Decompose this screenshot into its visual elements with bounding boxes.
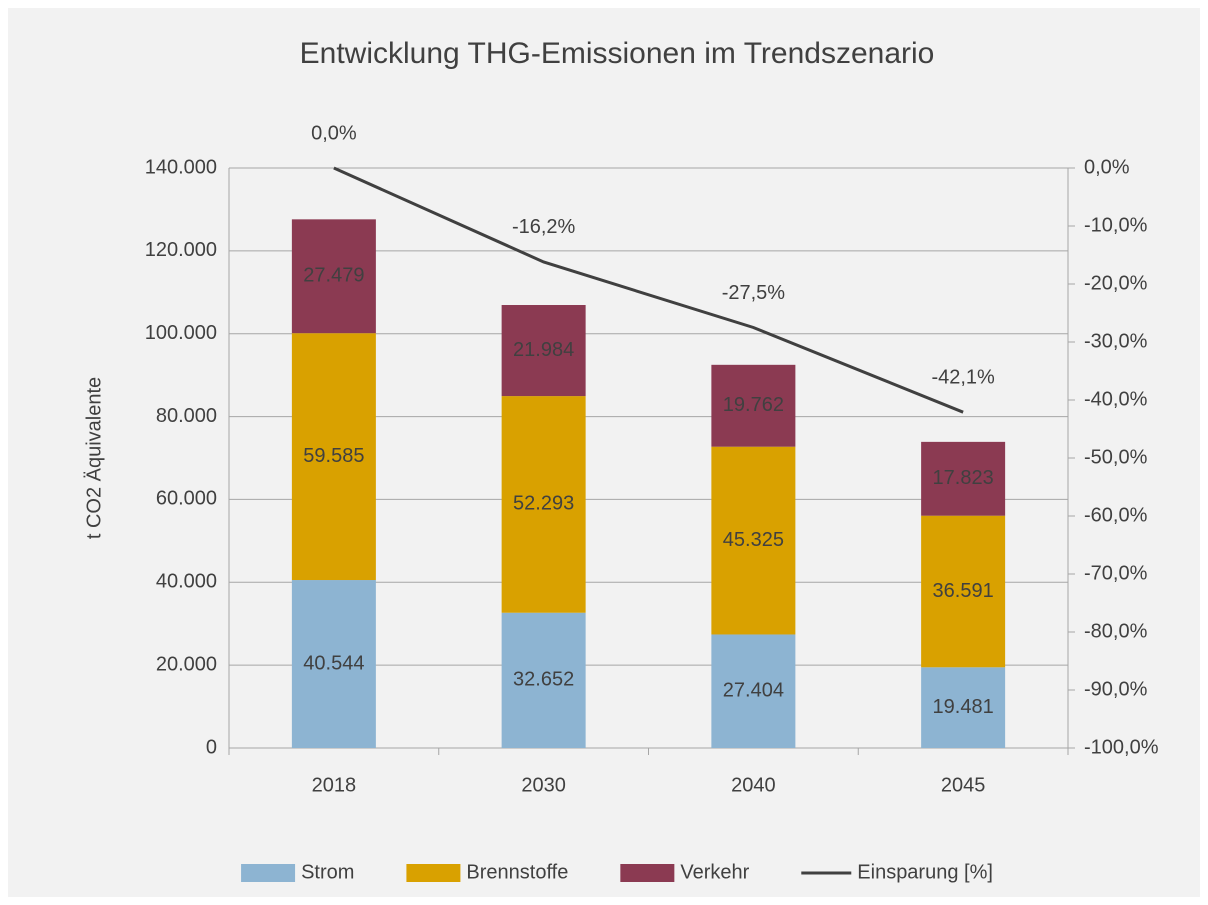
line-label: -42,1% [931,366,995,388]
y-axis-label: t CO2 Äquivalente [83,377,105,539]
bar-segment [291,580,376,748]
bar-segment [501,612,586,748]
data-label: 27.479 [303,265,364,287]
data-label: 52.293 [513,493,574,515]
bar-segment [501,305,586,397]
bar-segment [921,667,1006,748]
legend-label: Brennstoffe [466,861,568,883]
data-label: 45.325 [723,529,784,551]
y2-tick-label: -50,0% [1084,446,1148,468]
y-tick-label: 140.000 [145,156,217,178]
y-tick-label: 20.000 [156,653,217,675]
line-label: -27,5% [722,282,786,304]
y-tick-label: 40.000 [156,571,217,593]
y2-tick-label: -10,0% [1084,214,1148,236]
y2-tick-label: -40,0% [1084,388,1148,410]
x-tick-label: 2040 [731,774,776,796]
y-tick-label: 100.000 [145,322,217,344]
legend-swatch [241,864,296,882]
data-label: 17.823 [933,467,994,489]
y2-tick-label: -60,0% [1084,504,1148,526]
background [8,8,1200,897]
data-label: 32.652 [513,669,574,691]
x-tick-label: 2045 [941,774,986,796]
data-label: 40.544 [303,652,364,674]
line [333,166,964,414]
x-tick-label: 2018 [312,774,357,796]
bar-segment [501,396,586,613]
legend-swatch [620,864,675,882]
y-tick-label: 0 [206,736,217,758]
y2-tick-label: -90,0% [1084,678,1148,700]
chart-title: Entwicklung THG-Emissionen im Trendszena… [300,37,935,70]
data-label: 21.984 [513,339,574,361]
y2-tick-label: 0,0% [1084,156,1130,178]
bar-segment [711,364,796,447]
y2-tick-label: -70,0% [1084,562,1148,584]
y-tick-label: 120.000 [145,239,217,261]
legend-swatch [406,864,461,882]
y-tick-label: 60.000 [156,488,217,510]
bar-segment [291,333,376,581]
legend-label: Strom [301,861,354,883]
legend-label: Einsparung [%] [857,861,993,883]
y-tick-label: 80.000 [156,405,217,427]
data-label: 59.585 [303,445,364,467]
line-label: -16,2% [512,216,576,238]
legend-label: Verkehr [680,861,749,883]
bar-segment [291,219,376,334]
bar-segment [711,446,796,635]
data-label: 19.762 [723,394,784,416]
x-tick-label: 2030 [521,774,566,796]
data-label: 36.591 [933,580,994,602]
y2-tick-label: -30,0% [1084,330,1148,352]
y2-tick-label: -20,0% [1084,272,1148,294]
bar-segment [711,634,796,748]
data-label: 27.404 [723,680,784,702]
y2-tick-label: -80,0% [1084,620,1148,642]
bar-segment [921,441,1006,516]
data-label: 19.481 [933,696,994,718]
bar-segment [921,515,1006,668]
line-label: 0,0% [311,122,357,144]
y2-tick-label: -100,0% [1084,736,1159,758]
